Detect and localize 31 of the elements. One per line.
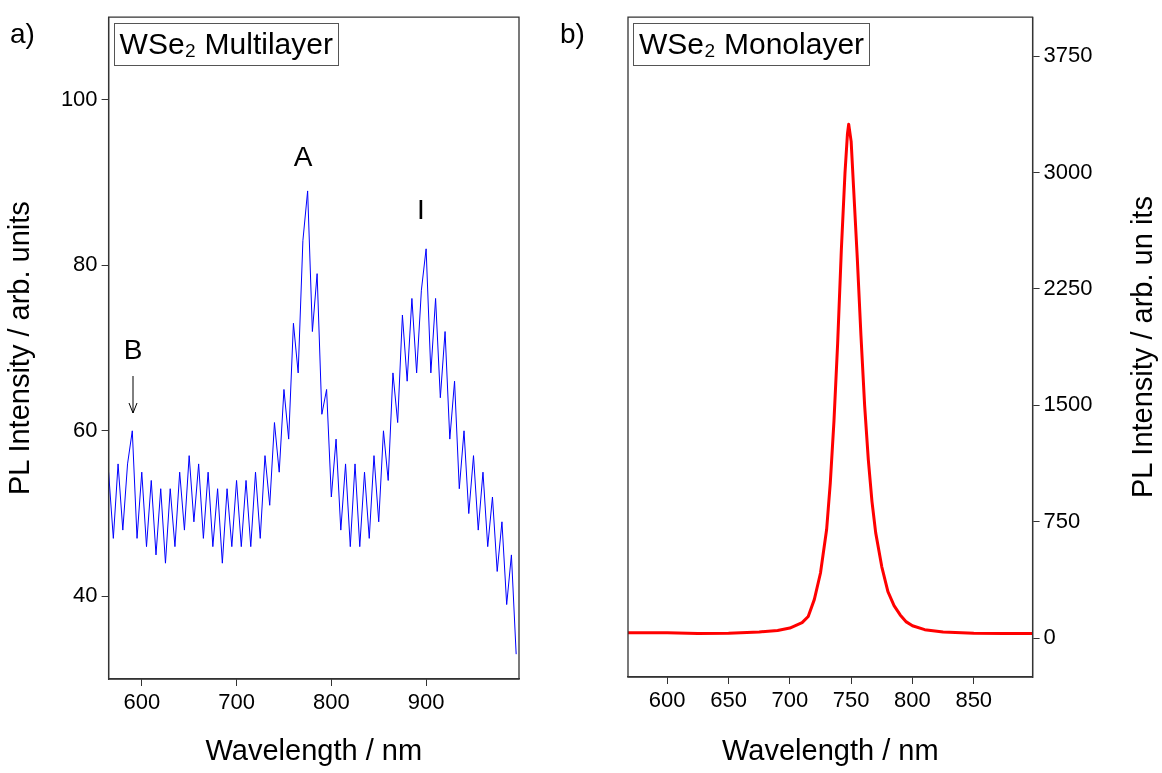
x-axis-title: Wavelength / nm — [205, 733, 423, 766]
x-tick-label: 850 — [955, 687, 993, 713]
y2-tick-label: 3000 — [1043, 158, 1093, 184]
y-tick-label: 100 — [60, 85, 98, 111]
y2-tick-label: 0 — [1043, 624, 1056, 650]
y2-tick-label: 2250 — [1043, 274, 1093, 300]
y-tick-label: 60 — [73, 416, 98, 442]
x-tick-label: 600 — [123, 689, 161, 715]
annotation: B — [123, 334, 143, 366]
y2-tick-label: 1500 — [1043, 391, 1093, 417]
x-tick-label: 600 — [648, 687, 686, 713]
x-tick-label: 700 — [218, 689, 255, 715]
y-tick-label: 80 — [73, 251, 98, 277]
x-tick-label: 750 — [832, 687, 870, 713]
x-tick-label: 900 — [407, 689, 445, 715]
x-tick-label: 650 — [710, 687, 747, 713]
y2-tick-label: 3750 — [1043, 42, 1093, 68]
chart-title: WSe₂ Multilayer — [113, 23, 339, 67]
x-tick-label: 800 — [312, 689, 350, 715]
y2-axis-title: PL Intensity / arb. un its — [1126, 196, 1158, 499]
annotation: A — [293, 141, 313, 173]
x-axis-title: Wavelength / nm — [722, 733, 939, 766]
y2-tick-label: 750 — [1043, 507, 1081, 533]
text: a) — [10, 18, 35, 50]
y-tick-label: 40 — [73, 582, 98, 608]
chart-title: WSe₂ Monolayer — [633, 23, 871, 67]
x-tick-label: 700 — [771, 687, 809, 713]
text: b) — [560, 18, 585, 50]
annotation: I — [417, 194, 425, 226]
x-tick-label: 800 — [894, 687, 931, 713]
y-axis-title: PL Intensity / arb. units — [3, 201, 36, 496]
